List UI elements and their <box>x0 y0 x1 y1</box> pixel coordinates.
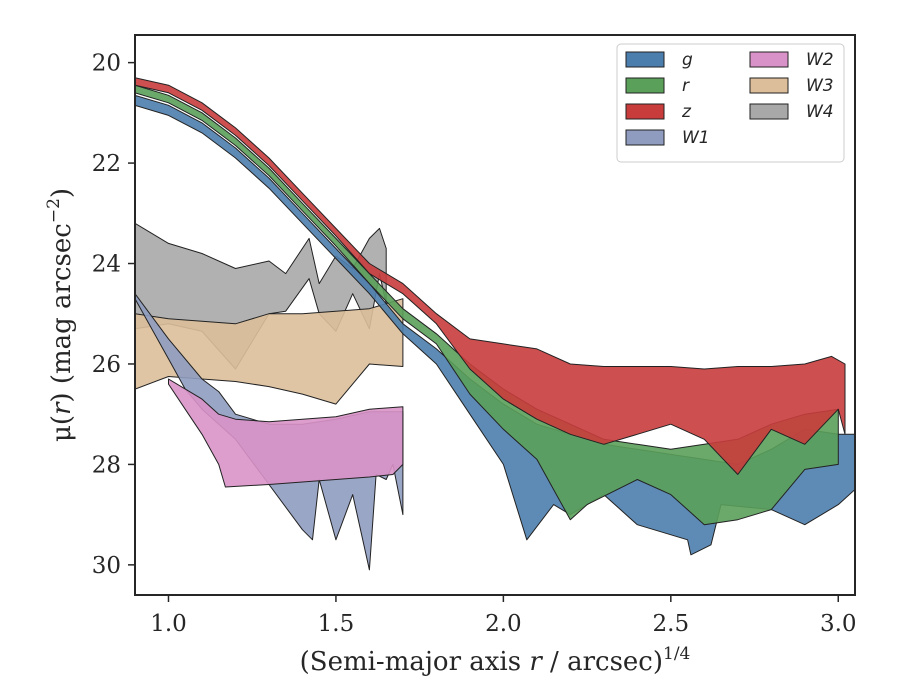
y-tick-label: 22 <box>92 151 121 177</box>
band-g <box>135 94 855 556</box>
y-axis-label: μ(r) (mag arcsec−2) <box>44 188 77 442</box>
y-axis-ticks: 20 22 24 26 28 30 <box>92 51 135 579</box>
y-tick-label: 20 <box>92 51 121 77</box>
profile-bands <box>135 77 855 571</box>
legend-swatch-w1 <box>625 129 665 146</box>
legend-label-w4: W4 <box>806 102 834 122</box>
legend-swatch-r <box>625 77 665 94</box>
legend-frame <box>616 43 845 163</box>
legend-label-r: r <box>682 76 690 96</box>
y-tick-label: 24 <box>92 252 121 278</box>
legend-label-z: z <box>681 102 692 122</box>
x-axis-ticks: 1.0 1.5 2.0 2.5 3.0 <box>150 595 857 637</box>
legend-label-w2: W2 <box>806 50 834 70</box>
legend-swatch-z <box>625 103 665 120</box>
legend-label-w3: W3 <box>806 76 834 96</box>
band-r <box>135 84 839 526</box>
y-tick-label: 26 <box>92 352 121 378</box>
legend-label-w1: W1 <box>682 128 710 148</box>
y-tick-label: 28 <box>92 452 121 478</box>
legend-swatch-w4 <box>749 103 789 120</box>
y-tick-label: 30 <box>92 553 121 579</box>
x-tick-label: 2.0 <box>485 611 522 637</box>
legend-swatch-w3 <box>749 77 789 94</box>
band-w2 <box>168 378 404 488</box>
legend: grz W1 W2 W3 W4 <box>616 43 845 163</box>
x-tick-label: 1.5 <box>318 611 355 637</box>
band-z <box>135 77 846 475</box>
x-axis-label: (Semi-major axis r / arcsec)1/4 <box>300 644 691 677</box>
x-tick-label: 2.5 <box>653 611 690 637</box>
axes-frame <box>134 34 856 596</box>
legend-swatch-g <box>625 51 665 68</box>
legend-swatch-w2 <box>749 51 789 68</box>
x-tick-label: 3.0 <box>820 611 857 637</box>
legend-label-g: g <box>682 50 693 70</box>
x-tick-label: 1.0 <box>150 611 187 637</box>
